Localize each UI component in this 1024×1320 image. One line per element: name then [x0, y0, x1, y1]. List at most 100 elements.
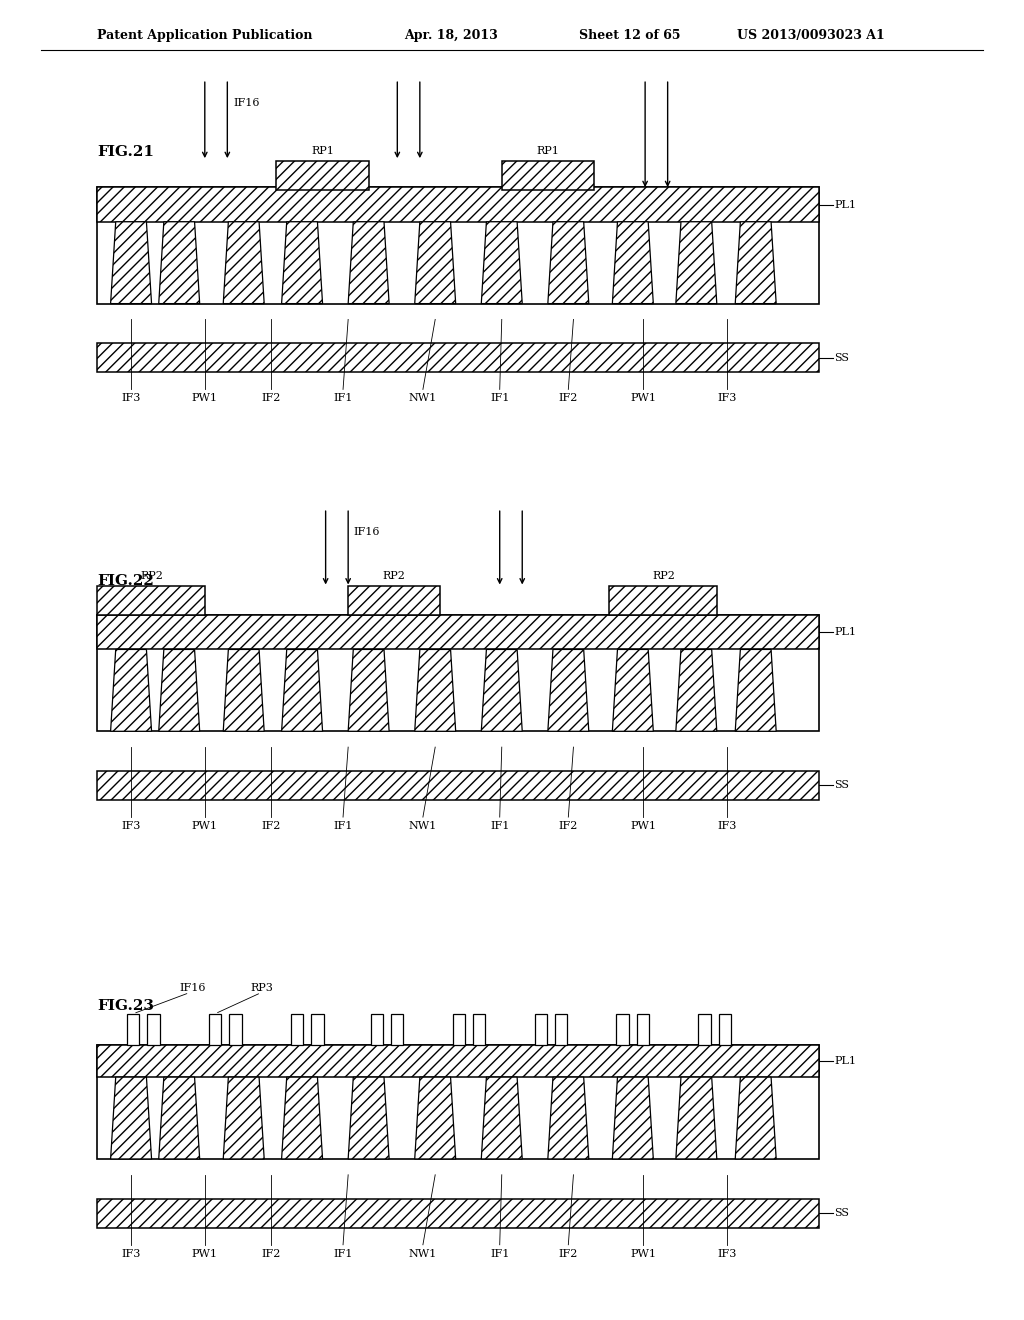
- Polygon shape: [481, 1077, 522, 1159]
- Polygon shape: [481, 649, 522, 731]
- Polygon shape: [111, 222, 152, 304]
- Bar: [209, 1014, 221, 1045]
- Text: IF1: IF1: [334, 1249, 352, 1259]
- Bar: [311, 1014, 324, 1045]
- Bar: [229, 1014, 242, 1045]
- Bar: [97, 586, 205, 615]
- Polygon shape: [676, 649, 717, 731]
- Bar: [535, 1014, 547, 1045]
- Text: IF2: IF2: [559, 1249, 578, 1259]
- Text: SS: SS: [835, 1208, 850, 1218]
- Bar: [502, 161, 594, 190]
- Polygon shape: [111, 649, 152, 731]
- Text: Sheet 12 of 65: Sheet 12 of 65: [579, 29, 680, 42]
- Text: RP2: RP2: [140, 570, 163, 581]
- Text: IF3: IF3: [718, 393, 736, 404]
- Text: IF3: IF3: [718, 821, 736, 832]
- Polygon shape: [676, 1077, 717, 1159]
- Bar: [637, 1014, 649, 1045]
- Text: SS: SS: [835, 352, 850, 363]
- Polygon shape: [415, 649, 456, 731]
- Text: IF2: IF2: [262, 821, 281, 832]
- Polygon shape: [159, 1077, 200, 1159]
- Bar: [97, 771, 819, 800]
- Bar: [371, 1014, 383, 1045]
- Text: IF2: IF2: [559, 821, 578, 832]
- Bar: [698, 1014, 711, 1045]
- Bar: [616, 1014, 629, 1045]
- Polygon shape: [612, 649, 653, 731]
- Text: PW1: PW1: [630, 821, 656, 832]
- Text: US 2013/0093023 A1: US 2013/0093023 A1: [737, 29, 885, 42]
- Text: IF3: IF3: [718, 1249, 736, 1259]
- Bar: [391, 1014, 403, 1045]
- Text: RP1: RP1: [537, 145, 559, 156]
- Polygon shape: [415, 222, 456, 304]
- Polygon shape: [159, 649, 200, 731]
- Bar: [97, 1045, 819, 1077]
- Text: IF1: IF1: [490, 1249, 509, 1259]
- Polygon shape: [111, 1077, 152, 1159]
- Polygon shape: [223, 649, 264, 731]
- Polygon shape: [348, 222, 389, 304]
- Bar: [473, 1014, 485, 1045]
- Text: RP1: RP1: [311, 145, 334, 156]
- Bar: [97, 1045, 819, 1159]
- Text: IF1: IF1: [490, 393, 509, 404]
- Bar: [97, 304, 819, 343]
- Text: PW1: PW1: [191, 393, 218, 404]
- Text: Patent Application Publication: Patent Application Publication: [97, 29, 312, 42]
- Bar: [97, 187, 819, 222]
- Polygon shape: [735, 222, 776, 304]
- Polygon shape: [282, 222, 323, 304]
- Text: PW1: PW1: [191, 1249, 218, 1259]
- Bar: [97, 615, 819, 731]
- Text: PL1: PL1: [835, 627, 856, 638]
- Polygon shape: [223, 1077, 264, 1159]
- Bar: [97, 1159, 819, 1199]
- Bar: [97, 615, 819, 649]
- Text: IF2: IF2: [262, 1249, 281, 1259]
- Text: IF2: IF2: [262, 393, 281, 404]
- Polygon shape: [282, 1077, 323, 1159]
- Text: IF1: IF1: [334, 393, 352, 404]
- Bar: [719, 1014, 731, 1045]
- Polygon shape: [348, 1077, 389, 1159]
- Text: RP2: RP2: [383, 570, 406, 581]
- Polygon shape: [159, 222, 200, 304]
- Text: FIG.23: FIG.23: [97, 999, 155, 1012]
- Text: FIG.22: FIG.22: [97, 574, 155, 587]
- Polygon shape: [676, 222, 717, 304]
- Text: IF1: IF1: [490, 821, 509, 832]
- Polygon shape: [481, 222, 522, 304]
- Bar: [609, 586, 717, 615]
- Bar: [453, 1014, 465, 1045]
- Text: IF16: IF16: [353, 527, 380, 537]
- Text: FIG.21: FIG.21: [97, 145, 155, 158]
- Text: RP2: RP2: [652, 570, 675, 581]
- Bar: [97, 187, 819, 304]
- Text: Apr. 18, 2013: Apr. 18, 2013: [404, 29, 499, 42]
- Text: IF3: IF3: [122, 393, 140, 404]
- Text: PL1: PL1: [835, 1056, 856, 1067]
- Polygon shape: [282, 649, 323, 731]
- Text: PL1: PL1: [835, 199, 856, 210]
- Bar: [97, 731, 819, 771]
- Polygon shape: [612, 1077, 653, 1159]
- Bar: [555, 1014, 567, 1045]
- Bar: [276, 161, 369, 190]
- Text: IF2: IF2: [559, 393, 578, 404]
- Text: IF16: IF16: [233, 98, 260, 108]
- Bar: [127, 1014, 139, 1045]
- Polygon shape: [735, 649, 776, 731]
- Bar: [291, 1014, 303, 1045]
- Bar: [147, 1014, 160, 1045]
- Bar: [97, 343, 819, 372]
- Text: NW1: NW1: [409, 821, 437, 832]
- Text: IF3: IF3: [122, 821, 140, 832]
- Text: NW1: NW1: [409, 393, 437, 404]
- Text: PW1: PW1: [191, 821, 218, 832]
- Polygon shape: [548, 1077, 589, 1159]
- Text: RP3: RP3: [251, 982, 273, 993]
- Text: PW1: PW1: [630, 393, 656, 404]
